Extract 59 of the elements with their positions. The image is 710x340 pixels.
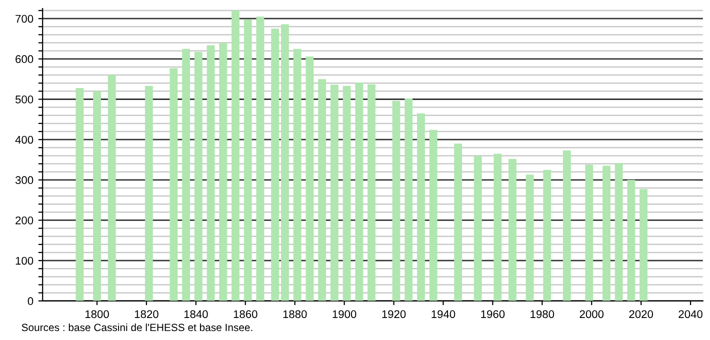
bar — [355, 82, 364, 301]
y-tick-label: 600 — [16, 55, 34, 64]
bar — [244, 19, 252, 301]
bar — [392, 100, 400, 301]
y-tick-label: 200 — [16, 216, 34, 224]
bar — [293, 48, 302, 301]
x-tick-label: 1800 — [85, 310, 109, 318]
bar — [417, 113, 425, 301]
bar — [526, 174, 534, 301]
y-tick-label: 500 — [15, 96, 34, 104]
bar — [368, 84, 376, 301]
bar — [318, 79, 326, 301]
x-tick-label: 2040 — [678, 310, 702, 318]
x-tick-label: 1960 — [481, 310, 505, 318]
bar — [543, 170, 552, 301]
bar — [93, 91, 101, 301]
bar — [306, 56, 314, 301]
source-note: Sources : base Cassini de l'EHESS et base Insee. — [22, 323, 252, 332]
bar — [108, 75, 116, 301]
bar — [474, 156, 482, 301]
bar — [494, 154, 502, 301]
x-tick-label: 1900 — [332, 310, 356, 318]
bar — [271, 28, 280, 301]
x-tick-label: 1980 — [530, 310, 554, 318]
bar — [454, 144, 462, 301]
x-tick-label: 2020 — [629, 310, 653, 318]
bar — [170, 68, 178, 301]
bar — [194, 52, 202, 301]
x-tick-label: 1860 — [234, 310, 258, 318]
bar — [585, 164, 594, 301]
bar — [342, 86, 351, 301]
bar — [508, 158, 516, 301]
x-tick-label: 2000 — [580, 310, 604, 318]
y-tick-label: 400 — [15, 136, 34, 144]
bar — [602, 166, 610, 301]
y-tick-label: 700 — [16, 14, 34, 23]
bar — [640, 189, 648, 301]
x-tick-label: 1820 — [134, 310, 158, 318]
x-tick-label: 1920 — [382, 310, 406, 318]
bar — [330, 84, 338, 301]
bar — [429, 130, 438, 301]
x-tick-label: 1840 — [184, 310, 208, 318]
bar — [219, 42, 228, 301]
y-tick-label: 300 — [15, 176, 34, 184]
bar — [206, 45, 215, 301]
x-tick-label: 1940 — [432, 310, 456, 318]
x-tick-label: 1880 — [283, 310, 307, 318]
y-tick-label: 0 — [28, 297, 34, 306]
bar — [256, 16, 264, 301]
bar — [281, 24, 289, 301]
bar — [232, 10, 240, 301]
bar — [144, 86, 153, 301]
bar — [614, 162, 623, 301]
bar — [76, 88, 84, 301]
bar — [182, 48, 190, 301]
bar — [562, 150, 571, 301]
y-tick-label: 100 — [16, 256, 34, 265]
bar — [404, 98, 413, 301]
bar — [627, 180, 636, 301]
